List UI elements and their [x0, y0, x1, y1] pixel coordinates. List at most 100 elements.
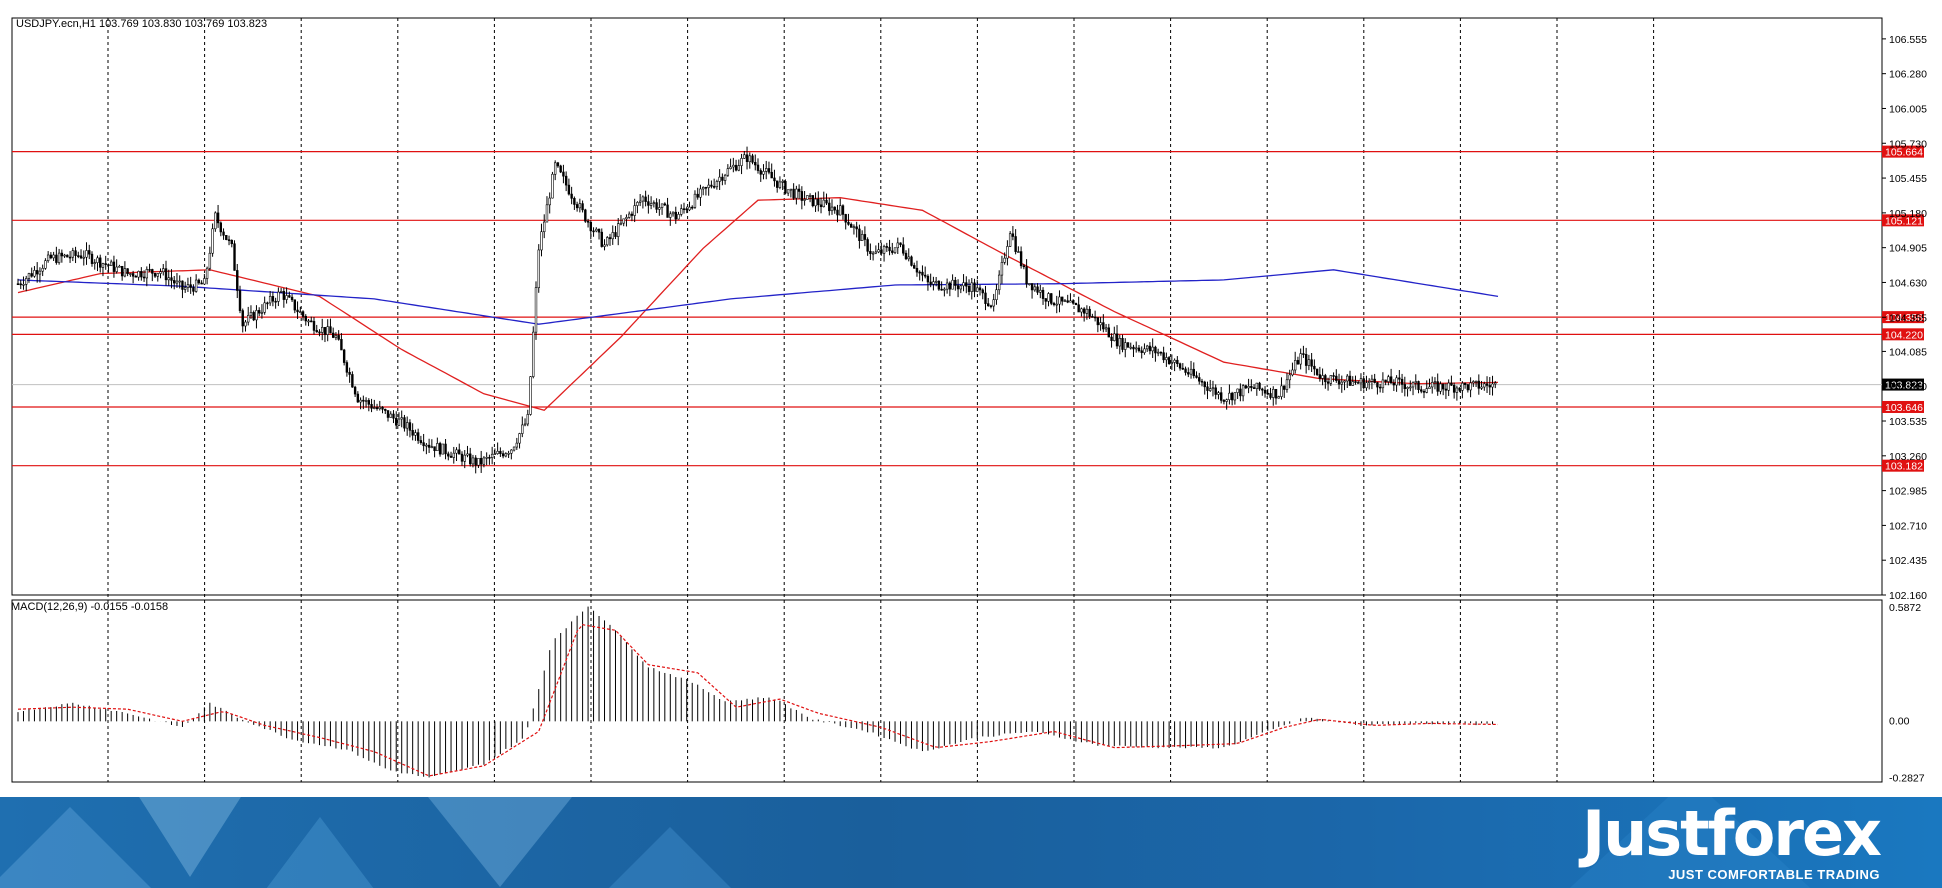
- candle-body: [1110, 336, 1113, 341]
- candle: [671, 211, 675, 217]
- candle: [449, 451, 453, 458]
- candle-body: [1214, 387, 1217, 395]
- candle-body: [789, 188, 793, 191]
- candle-body: [22, 284, 25, 286]
- candle-body: [1477, 380, 1481, 389]
- candle: [1373, 373, 1376, 384]
- candle: [1384, 379, 1387, 386]
- candle: [828, 197, 831, 216]
- candle: [238, 285, 242, 314]
- candle-body: [1189, 368, 1193, 375]
- candle-body: [277, 291, 280, 302]
- candle: [523, 418, 527, 427]
- candle-body: [589, 221, 593, 232]
- candle-body: [595, 228, 598, 232]
- candle-body: [1230, 392, 1234, 401]
- candle: [55, 246, 58, 265]
- candle-body: [1170, 362, 1174, 365]
- candle: [1066, 294, 1069, 304]
- candle: [636, 201, 639, 214]
- candle-body: [1121, 338, 1124, 350]
- candle-body: [1129, 346, 1132, 349]
- candle: [937, 280, 941, 291]
- candle: [414, 429, 417, 441]
- candle: [1324, 373, 1327, 389]
- candle-body: [562, 171, 565, 177]
- candle-body: [77, 255, 80, 257]
- candle-body: [778, 181, 782, 188]
- candle: [181, 280, 184, 299]
- candle: [526, 409, 529, 427]
- candle: [1041, 287, 1045, 305]
- candle: [822, 191, 825, 208]
- candle-body: [211, 228, 214, 254]
- candle: [765, 160, 768, 180]
- candle: [803, 190, 806, 206]
- candle-body: [1337, 380, 1341, 385]
- candle: [795, 185, 798, 205]
- candle-body: [1104, 327, 1108, 330]
- candle-body: [718, 176, 721, 182]
- candle: [1167, 356, 1171, 365]
- candle-body: [422, 442, 425, 447]
- candle-body: [693, 193, 697, 208]
- candle-body: [301, 311, 305, 317]
- macd-tick-label: 0.5872: [1889, 602, 1921, 614]
- candle-body: [282, 291, 286, 300]
- candle-body: [1304, 354, 1308, 366]
- candle-body: [726, 168, 730, 176]
- candle-body: [729, 166, 732, 169]
- candle-body: [200, 282, 203, 285]
- candle: [1132, 344, 1135, 357]
- candle-body: [951, 279, 954, 290]
- candle: [1080, 307, 1083, 317]
- candle-body: [41, 267, 44, 272]
- candle: [1283, 385, 1286, 398]
- candle: [211, 223, 214, 257]
- candle-body: [545, 204, 549, 223]
- candle-body: [1052, 303, 1056, 306]
- price-chart[interactable]: 105.664 105.121 104.356 104.220 103.646 103.1…: [0, 0, 1942, 797]
- candle: [981, 288, 984, 300]
- candle-body: [460, 453, 464, 462]
- candle: [693, 190, 697, 209]
- candle: [471, 454, 475, 468]
- price-tick-label: 102.710: [1889, 520, 1927, 532]
- candle-body: [1400, 378, 1404, 385]
- candle: [987, 297, 990, 307]
- candle-body: [644, 196, 647, 202]
- candle-body: [307, 320, 310, 323]
- candle: [896, 237, 899, 255]
- candle-body: [1420, 389, 1423, 392]
- candle-body: [584, 209, 587, 222]
- candle-body: [447, 453, 450, 457]
- candle: [1022, 264, 1026, 270]
- candle-body: [167, 277, 170, 281]
- candle: [1455, 385, 1459, 401]
- candle: [260, 304, 264, 319]
- candle-body: [899, 242, 902, 246]
- symbol-info: USDJPY.ecn,H1 103.769 103.830 103.769 10…: [16, 18, 267, 30]
- candle-body: [227, 239, 231, 241]
- candle: [512, 446, 516, 452]
- candle-body: [60, 252, 64, 257]
- candle-body: [219, 222, 223, 233]
- candle-body: [825, 199, 828, 204]
- candle-body: [699, 188, 702, 198]
- candle: [611, 225, 614, 245]
- candle: [677, 211, 680, 220]
- candle: [734, 159, 738, 172]
- candle-body: [649, 203, 653, 206]
- candle: [1052, 301, 1056, 307]
- candle-body: [1022, 265, 1026, 268]
- candle: [545, 196, 549, 223]
- candle-body: [66, 254, 69, 258]
- candle-body: [1307, 359, 1311, 366]
- candle: [1307, 354, 1311, 371]
- candle-body: [995, 289, 998, 301]
- candle: [641, 195, 645, 209]
- candle: [1124, 338, 1127, 358]
- candle-body: [134, 275, 138, 278]
- candle-body: [1452, 384, 1456, 393]
- candle-body: [553, 162, 557, 175]
